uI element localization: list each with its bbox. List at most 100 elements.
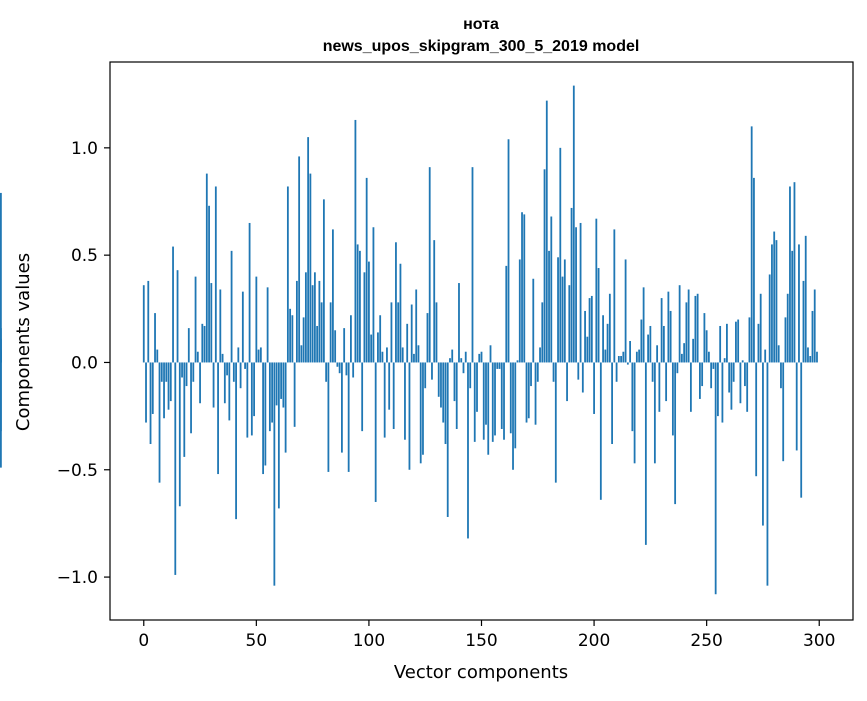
x-tick-label-100: 100 <box>353 631 385 651</box>
bar-246 <box>696 293 699 363</box>
bar-188 <box>566 362 568 402</box>
bar-131 <box>437 362 440 397</box>
bar-172 <box>530 362 532 387</box>
bar-102 <box>372 227 375 363</box>
bar-72 <box>304 272 307 363</box>
bar-180 <box>548 250 550 363</box>
bar-242 <box>687 289 690 363</box>
bar-74 <box>309 173 312 363</box>
bar-139 <box>455 362 458 429</box>
bar-29 <box>208 205 210 363</box>
bar-207 <box>608 293 611 363</box>
bar-25 <box>199 362 201 404</box>
bar-224 <box>647 334 650 363</box>
bar-265 <box>739 362 742 404</box>
bar-294 <box>804 235 807 363</box>
bar-6 <box>156 349 159 363</box>
bar-3 <box>149 362 152 445</box>
bar-115 <box>401 347 404 363</box>
bar-190 <box>570 207 573 363</box>
bar-194 <box>579 222 582 363</box>
bar-34 <box>219 289 222 363</box>
bar-16 <box>178 362 181 507</box>
bar-33 <box>217 362 219 475</box>
bar-192 <box>575 227 577 363</box>
bar-137 <box>451 349 454 363</box>
bar-171 <box>527 362 530 419</box>
bar-53 <box>262 362 264 475</box>
x-tick-label-200: 200 <box>578 631 610 651</box>
bar-170 <box>525 362 528 423</box>
bar-52 <box>259 347 262 363</box>
bar-147 <box>473 362 476 442</box>
bar-37 <box>226 362 228 376</box>
bar-216 <box>629 341 631 363</box>
bar-227 <box>653 362 656 464</box>
bar-75 <box>311 285 314 363</box>
bar-287 <box>789 186 791 363</box>
bar-290 <box>795 362 798 451</box>
bar-28 <box>205 173 208 363</box>
bar-219 <box>635 351 638 363</box>
bar-278 <box>768 274 771 363</box>
bar-161 <box>505 265 508 363</box>
bar-108 <box>386 347 388 363</box>
bar-65 <box>289 308 292 363</box>
bar-32 <box>214 186 217 363</box>
bar-270 <box>750 126 753 363</box>
bar-27 <box>203 325 206 363</box>
bar-50 <box>255 276 258 363</box>
bar-195 <box>581 362 584 393</box>
bar-193 <box>577 362 580 380</box>
bar-280 <box>773 231 776 363</box>
bar-82 <box>327 362 330 472</box>
x-tick-label-0: 0 <box>138 631 149 651</box>
bar-169 <box>523 214 526 363</box>
bar-218 <box>633 362 636 464</box>
bar-159 <box>500 362 503 429</box>
bar-91 <box>347 362 350 472</box>
bar-56 <box>268 362 271 432</box>
bar-174 <box>534 362 537 425</box>
bar-253 <box>712 362 715 369</box>
bar-71 <box>302 317 305 363</box>
bar-239 <box>680 353 683 363</box>
bar-203 <box>599 362 602 500</box>
bar-43 <box>239 362 242 389</box>
bar-222 <box>642 287 645 363</box>
bar-40 <box>232 362 235 382</box>
bar-296 <box>809 356 812 363</box>
bar-95 <box>356 244 359 363</box>
bar-98 <box>363 272 366 363</box>
bar-113 <box>397 302 400 363</box>
bar-163 <box>509 362 512 434</box>
bar-127 <box>428 167 431 363</box>
bar-205 <box>604 349 607 363</box>
bar-22 <box>192 362 195 382</box>
bar-298 <box>813 289 816 363</box>
bar-63 <box>284 362 287 453</box>
y-tick-label-4: 1.0 <box>71 139 98 159</box>
bar-101 <box>370 334 373 363</box>
bar-210 <box>615 362 618 382</box>
bar-259 <box>726 323 728 363</box>
bar-286 <box>786 293 789 363</box>
bar-100 <box>368 261 370 363</box>
bar-295 <box>807 347 809 363</box>
bar-58 <box>273 362 276 586</box>
bar-41 <box>235 362 237 520</box>
x-tick-label-250: 250 <box>690 631 722 651</box>
bar-78 <box>318 280 321 363</box>
chart-title: нота <box>463 16 499 33</box>
bar-264 <box>737 319 740 363</box>
bar-282 <box>777 345 780 363</box>
bar-19 <box>185 362 188 387</box>
bar-261 <box>730 362 733 410</box>
bar-152 <box>485 362 487 425</box>
bar-81 <box>325 362 328 382</box>
bar-178 <box>543 169 546 363</box>
x-tick-label-300: 300 <box>803 631 835 651</box>
bar-125 <box>424 362 427 389</box>
bar-15 <box>176 270 179 363</box>
bar-51 <box>257 349 260 363</box>
